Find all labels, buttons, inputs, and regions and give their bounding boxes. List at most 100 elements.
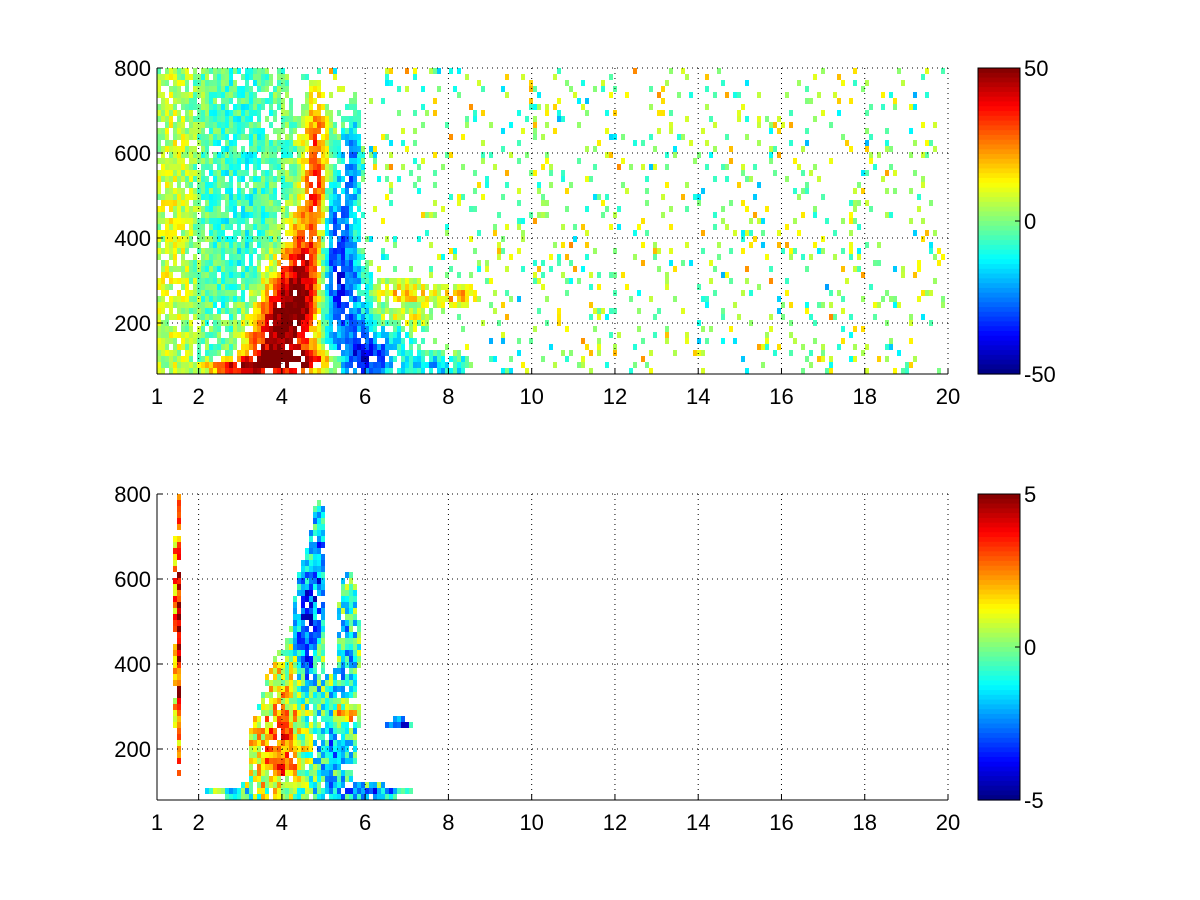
heatmap-cell [301, 206, 305, 212]
heatmap-cell [297, 320, 301, 326]
heatmap-cell [405, 308, 409, 314]
heatmap-cell [805, 128, 809, 134]
heatmap-cell [337, 218, 341, 224]
heatmap-cell [417, 356, 421, 362]
heatmap-cell [289, 110, 293, 116]
heatmap-cell [197, 188, 201, 194]
heatmap-cell [245, 356, 249, 362]
heatmap-cell [357, 356, 361, 362]
heatmap-cell [217, 788, 221, 794]
heatmap-cell [349, 122, 353, 128]
heatmap-cell [293, 140, 297, 146]
heatmap-cell [285, 242, 289, 248]
heatmap-cell [157, 206, 161, 212]
heatmap-cell [281, 758, 285, 764]
heatmap-cell [377, 362, 381, 368]
heatmap-cell [325, 218, 329, 224]
heatmap-cell [597, 314, 601, 320]
heatmap-cell [313, 710, 317, 716]
heatmap-cell [281, 86, 285, 92]
heatmap-cell [237, 188, 241, 194]
heatmap-cell [177, 692, 181, 698]
heatmap-cell [233, 134, 237, 140]
heatmap-cell [321, 278, 325, 284]
heatmap-cell [201, 332, 205, 338]
heatmap-cell [697, 320, 701, 326]
heatmap-cell [353, 182, 357, 188]
heatmap-cell [189, 98, 193, 104]
heatmap-cell [293, 722, 297, 728]
heatmap-cell [317, 176, 321, 182]
heatmap-cell [213, 224, 217, 230]
heatmap-cell [273, 260, 277, 266]
heatmap-cell [277, 326, 281, 332]
heatmap-cell [557, 320, 561, 326]
heatmap-cell [329, 776, 333, 782]
heatmap-cell [505, 314, 509, 320]
heatmap-cell [317, 548, 321, 554]
heatmap-cell [341, 116, 345, 122]
heatmap-cell [237, 248, 241, 254]
heatmap-cell [829, 314, 833, 320]
heatmap-cell [409, 320, 413, 326]
heatmap-cell [273, 716, 277, 722]
heatmap-cell [289, 644, 293, 650]
heatmap-cell [321, 602, 325, 608]
heatmap-cell [353, 782, 357, 788]
heatmap-cell [421, 158, 425, 164]
heatmap-cell [321, 194, 325, 200]
heatmap-cell [369, 302, 373, 308]
heatmap-cell [617, 224, 621, 230]
heatmap-cell [189, 230, 193, 236]
heatmap-cell [317, 188, 321, 194]
colorbar-step [978, 666, 1020, 672]
heatmap-cell [313, 224, 317, 230]
heatmap-cell [569, 182, 573, 188]
heatmap-cell [537, 188, 541, 194]
heatmap-cell [921, 290, 925, 296]
heatmap-cell [161, 200, 165, 206]
heatmap-cell [393, 794, 397, 800]
heatmap-cell [233, 344, 237, 350]
heatmap-cell [177, 68, 181, 74]
heatmap-cell [321, 368, 325, 374]
heatmap-cell [233, 284, 237, 290]
heatmap-cell [329, 182, 333, 188]
colorbar-step [978, 723, 1020, 729]
heatmap-cell [321, 146, 325, 152]
heatmap-cell [461, 290, 465, 296]
colorbar-step [978, 532, 1020, 538]
heatmap-cell [341, 752, 345, 758]
heatmap-cell [593, 248, 597, 254]
heatmap-cell [185, 146, 189, 152]
heatmap-cell [309, 80, 313, 86]
heatmap-cell [173, 590, 177, 596]
heatmap-cell [369, 782, 373, 788]
heatmap-cell [577, 362, 581, 368]
heatmap-cell [445, 368, 449, 374]
heatmap-cell [733, 230, 737, 236]
heatmap-cell [269, 182, 273, 188]
heatmap-cell [273, 308, 277, 314]
heatmap-cell [305, 134, 309, 140]
heatmap-cell [197, 182, 201, 188]
heatmap-cell [785, 224, 789, 230]
heatmap-cell [337, 788, 341, 794]
heatmap-cell [229, 74, 233, 80]
heatmap-cell [281, 338, 285, 344]
heatmap-cell [421, 338, 425, 344]
colorbar-step [978, 168, 1020, 174]
heatmap-cell [317, 530, 321, 536]
heatmap-cell [265, 278, 269, 284]
heatmap-cell [237, 356, 241, 362]
heatmap-cell [277, 284, 281, 290]
heatmap-cell [333, 368, 337, 374]
heatmap-cell [333, 680, 337, 686]
heatmap-cell [469, 104, 473, 110]
heatmap-cell [297, 794, 301, 800]
heatmap-cell [285, 674, 289, 680]
heatmap-cell [301, 248, 305, 254]
heatmap-cell [181, 122, 185, 128]
heatmap-cell [381, 290, 385, 296]
heatmap-cell [409, 788, 413, 794]
